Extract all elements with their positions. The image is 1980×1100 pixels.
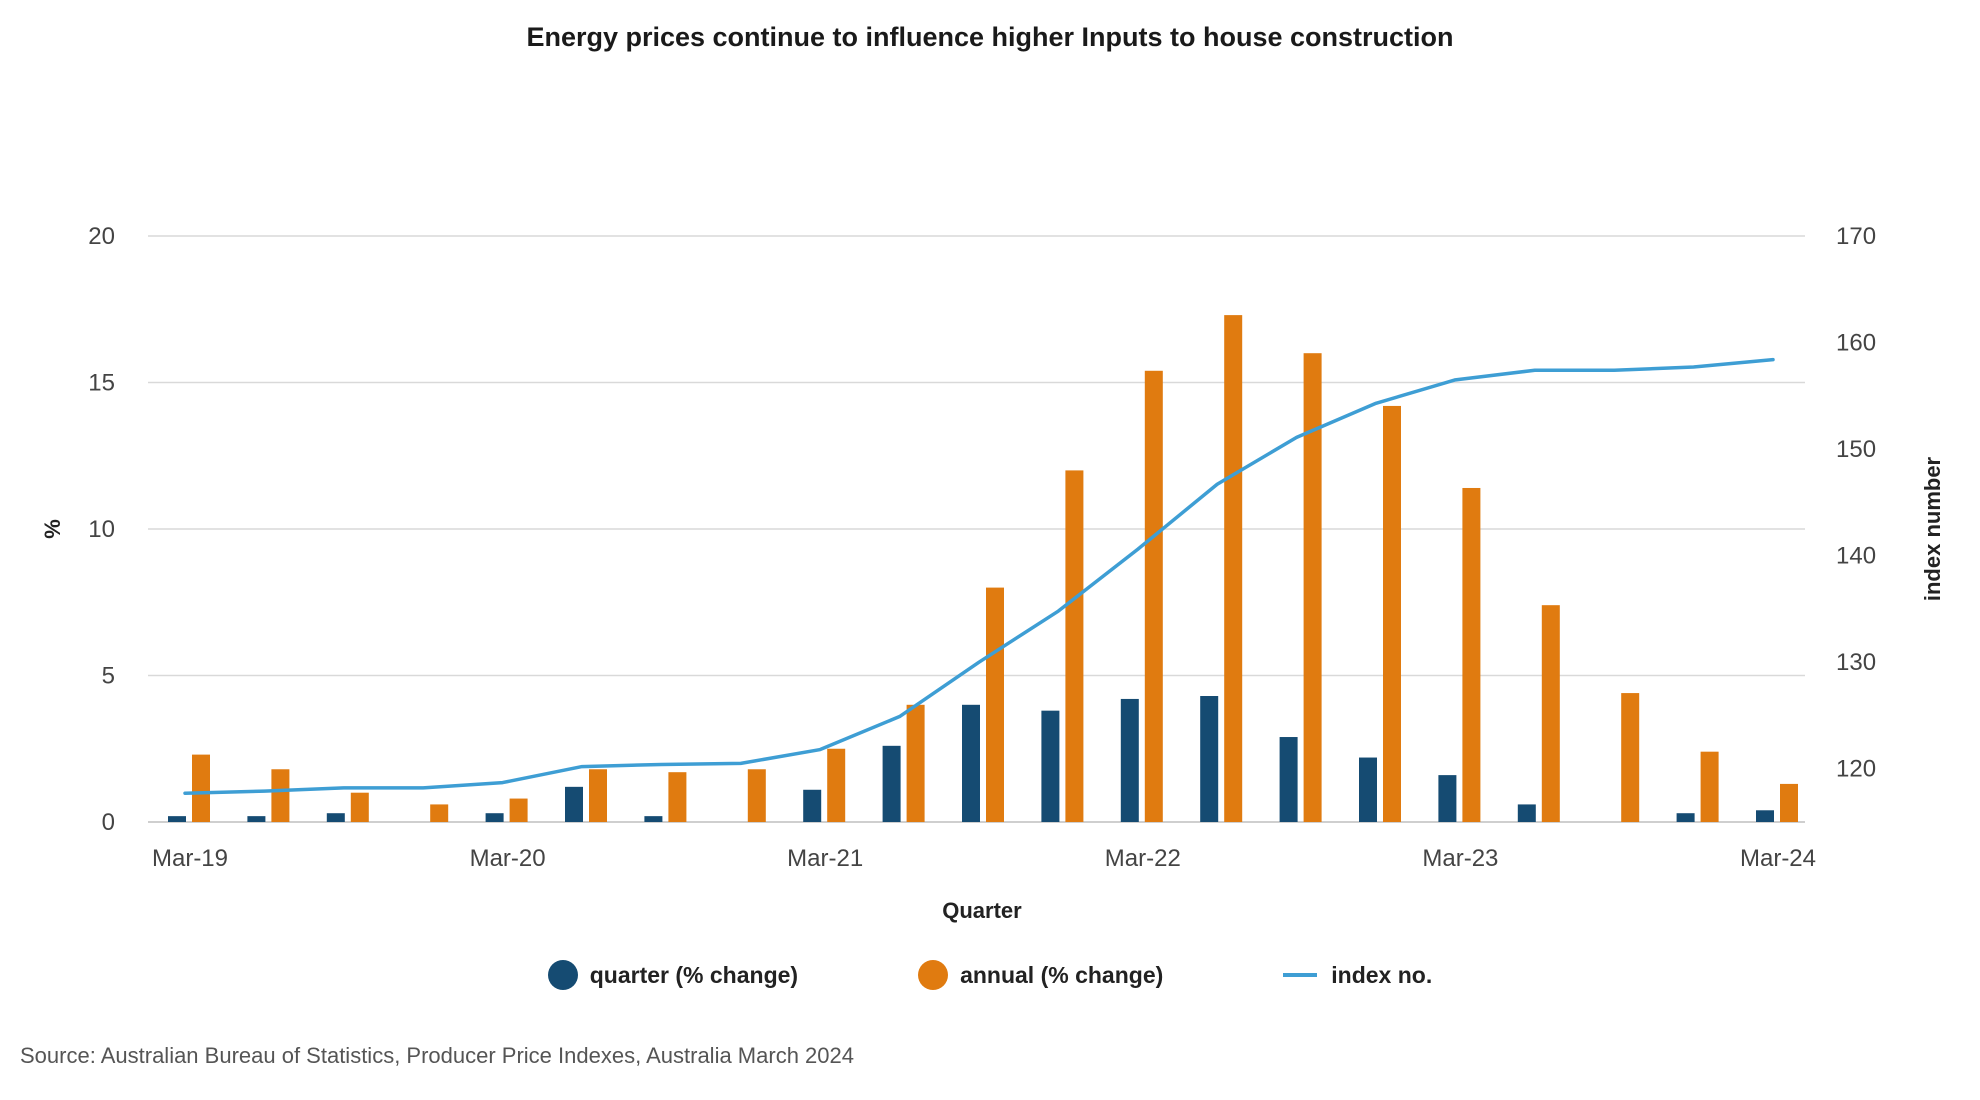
annual-bar xyxy=(1780,783,1798,822)
annual-bar xyxy=(906,704,925,822)
legend-line-swatch xyxy=(1283,973,1318,977)
quarter-bar xyxy=(1676,813,1695,822)
quarter-bar xyxy=(962,704,980,822)
annual-bar xyxy=(350,792,369,822)
quarter-bar xyxy=(168,816,186,822)
quarter-bar xyxy=(882,745,901,822)
annual-bar xyxy=(1303,353,1322,822)
y-tick-label-left: 10 xyxy=(88,516,115,543)
axes: 0 5 10 15 20 120 130 140 150 160 170 Mar-19 Mar-20 Ma… xyxy=(40,223,1945,923)
quarter-bar xyxy=(1120,698,1139,822)
annual-bar xyxy=(1383,405,1401,822)
quarter-bar xyxy=(1359,757,1377,822)
bars xyxy=(168,315,1798,822)
annual-bar xyxy=(1700,751,1719,822)
source-note: Source: Australian Bureau of Statistics,… xyxy=(20,1043,854,1068)
y-axis-title-right: index number xyxy=(1920,456,1945,601)
y-tick-label-left: 0 xyxy=(102,809,115,836)
quarter-bar xyxy=(1517,804,1536,822)
y-tick-label-right: 130 xyxy=(1836,649,1876,676)
quarter-bar xyxy=(565,786,583,822)
legend-dot-swatch xyxy=(547,960,578,990)
x-tick-label: Mar-24 xyxy=(1740,845,1816,872)
quarter-bar xyxy=(1200,696,1219,822)
index-line xyxy=(183,357,1775,795)
annual-bar xyxy=(192,754,210,822)
legend-item[interactable]: quarter (% change) xyxy=(547,960,799,990)
legend-label: quarter (% change) xyxy=(589,961,799,988)
y-tick-label-left: 20 xyxy=(88,223,115,250)
quarter-bar xyxy=(644,816,663,822)
annual-bar xyxy=(1462,487,1481,822)
annual-bar xyxy=(827,748,846,822)
y-tick-label-right: 170 xyxy=(1836,223,1876,250)
y-tick-label-right: 140 xyxy=(1836,543,1876,570)
legend: quarter (% change) annual (% change) index… xyxy=(0,960,1980,990)
legend-dot-swatch xyxy=(918,960,949,990)
annual-bar xyxy=(271,769,290,822)
chart-title: Energy prices continue to influence high… xyxy=(526,22,1454,52)
y-tick-label-left: 15 xyxy=(88,370,115,397)
y-tick-label-right: 120 xyxy=(1836,756,1876,783)
annual-bar xyxy=(509,798,528,822)
x-tick-label: Mar-22 xyxy=(1105,845,1181,872)
annual-bar xyxy=(430,804,449,822)
y-axis-title-left: % xyxy=(40,519,65,539)
legend-item[interactable]: annual (% change) xyxy=(918,960,1163,990)
gridlines xyxy=(148,235,1805,823)
legend-label: index no. xyxy=(1331,961,1433,988)
annual-bar xyxy=(589,769,607,822)
annual-bar xyxy=(1621,693,1640,822)
x-tick-label: Mar-21 xyxy=(787,845,863,872)
quarter-bar xyxy=(326,813,345,822)
quarter-bar xyxy=(247,816,266,822)
annual-bar xyxy=(1224,315,1243,822)
x-tick-label: Mar-20 xyxy=(470,845,546,872)
quarter-bar xyxy=(485,813,504,822)
annual-bar xyxy=(986,587,1004,822)
annual-bar xyxy=(1541,605,1560,822)
x-axis-title: Quarter xyxy=(942,898,1022,923)
annual-bar xyxy=(747,769,766,822)
quarter-bar xyxy=(803,789,822,822)
quarter-bar xyxy=(1756,810,1774,822)
x-tick-label: Mar-19 xyxy=(152,845,228,872)
y-tick-label-left: 5 xyxy=(102,663,115,690)
quarter-bar xyxy=(1279,737,1298,822)
quarter-bar xyxy=(1438,775,1457,822)
x-tick-label: Mar-23 xyxy=(1422,845,1498,872)
legend-label: annual (% change) xyxy=(960,961,1164,988)
y-tick-label-right: 160 xyxy=(1836,330,1876,357)
annual-bar xyxy=(668,772,687,822)
annual-bar xyxy=(1144,370,1163,822)
legend-item[interactable]: index no. xyxy=(1283,962,1432,989)
y-tick-label-right: 150 xyxy=(1836,436,1876,463)
annual-bar xyxy=(1065,470,1084,822)
quarter-bar xyxy=(1041,710,1060,822)
index-line-group xyxy=(183,357,1775,795)
